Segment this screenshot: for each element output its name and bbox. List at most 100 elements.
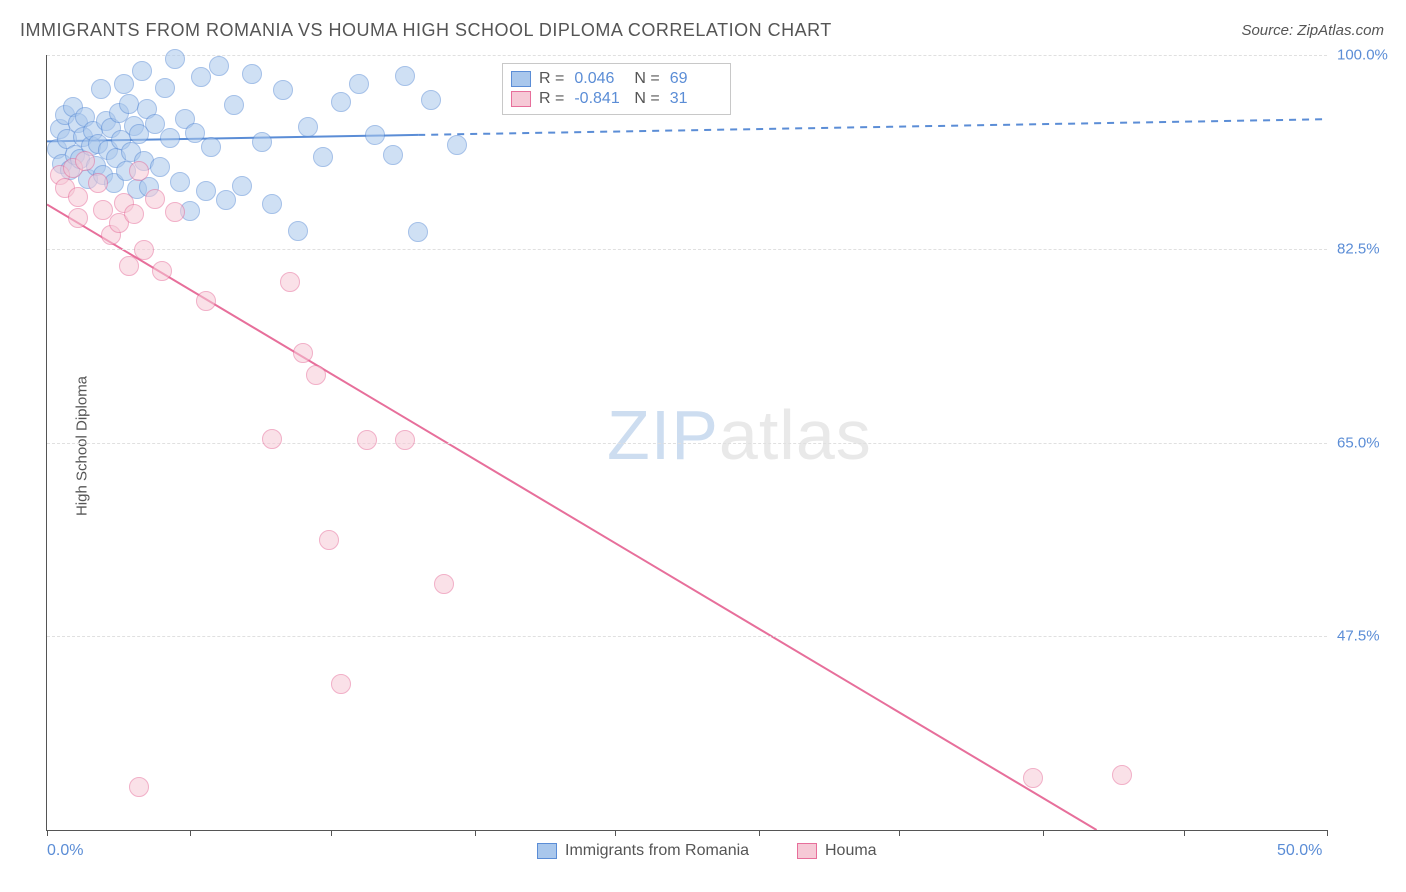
x-tick: [759, 830, 760, 836]
legend-r-label: R =: [539, 90, 564, 108]
data-point-houma: [319, 530, 339, 550]
data-point-romania: [232, 176, 252, 196]
series-legend-label: Houma: [825, 842, 877, 860]
data-point-romania: [349, 74, 369, 94]
legend-r-value: 0.046: [574, 70, 626, 88]
data-point-houma: [119, 256, 139, 276]
data-point-houma: [129, 161, 149, 181]
data-point-houma: [75, 151, 95, 171]
data-point-romania: [165, 49, 185, 69]
legend-r-label: R =: [539, 70, 564, 88]
legend-row-romania: R = 0.046 N = 69: [511, 70, 722, 88]
legend-r-value: -0.841: [574, 90, 626, 108]
trend-line: [418, 119, 1327, 135]
legend-n-value: 31: [670, 90, 722, 108]
data-point-romania: [447, 135, 467, 155]
data-point-romania: [216, 190, 236, 210]
series-legend-romania: Immigrants from Romania: [537, 842, 749, 860]
data-point-houma: [395, 430, 415, 450]
data-point-romania: [201, 137, 221, 157]
data-point-romania: [191, 67, 211, 87]
data-point-romania: [150, 157, 170, 177]
data-point-romania: [114, 74, 134, 94]
data-point-romania: [91, 79, 111, 99]
data-point-romania: [421, 90, 441, 110]
data-point-houma: [88, 173, 108, 193]
data-point-romania: [395, 66, 415, 86]
data-point-romania: [331, 92, 351, 112]
data-point-romania: [119, 94, 139, 114]
y-tick-label: 82.5%: [1337, 240, 1397, 257]
data-point-houma: [1112, 765, 1132, 785]
data-point-romania: [365, 125, 385, 145]
data-point-houma: [152, 261, 172, 281]
data-point-houma: [331, 674, 351, 694]
x-tick-label: 50.0%: [1277, 842, 1322, 860]
gridline: [47, 443, 1327, 444]
data-point-romania: [252, 132, 272, 152]
data-point-romania: [209, 56, 229, 76]
legend-swatch: [797, 843, 817, 859]
data-point-houma: [196, 291, 216, 311]
legend-row-houma: R = -0.841 N = 31: [511, 90, 722, 108]
data-point-romania: [383, 145, 403, 165]
data-point-houma: [262, 429, 282, 449]
x-tick: [615, 830, 616, 836]
x-tick: [1327, 830, 1328, 836]
legend-swatch: [511, 91, 531, 107]
watermark-zip: ZIP: [607, 396, 719, 474]
data-point-houma: [1023, 768, 1043, 788]
data-point-romania: [288, 221, 308, 241]
data-point-romania: [155, 78, 175, 98]
y-tick-label: 65.0%: [1337, 434, 1397, 451]
series-legend-label: Immigrants from Romania: [565, 842, 749, 860]
legend-n-label: N =: [634, 90, 659, 108]
gridline: [47, 249, 1327, 250]
gridline: [47, 55, 1327, 56]
data-point-romania: [196, 181, 216, 201]
y-tick-label: 47.5%: [1337, 628, 1397, 645]
data-point-romania: [242, 64, 262, 84]
data-point-romania: [160, 128, 180, 148]
page-title: IMMIGRANTS FROM ROMANIA VS HOUMA HIGH SC…: [20, 20, 832, 41]
data-point-houma: [68, 208, 88, 228]
x-tick-label: 0.0%: [47, 842, 83, 860]
x-tick: [475, 830, 476, 836]
x-tick: [1184, 830, 1185, 836]
legend-swatch: [511, 71, 531, 87]
legend-n-value: 69: [670, 70, 722, 88]
x-tick: [1043, 830, 1044, 836]
correlation-legend: R = 0.046 N = 69 R = -0.841 N = 31: [502, 63, 731, 115]
series-legend-houma: Houma: [797, 842, 877, 860]
data-point-romania: [224, 95, 244, 115]
legend-swatch: [537, 843, 557, 859]
legend-n-label: N =: [634, 70, 659, 88]
data-point-houma: [134, 240, 154, 260]
source-label: Source: ZipAtlas.com: [1241, 22, 1384, 39]
data-point-romania: [273, 80, 293, 100]
scatter-plot: R =0.046N =69R =-0.841N =31 ZIPatlas 47.…: [46, 55, 1327, 831]
watermark: ZIPatlas: [607, 395, 872, 475]
data-point-houma: [434, 574, 454, 594]
data-point-houma: [68, 187, 88, 207]
data-point-romania: [408, 222, 428, 242]
data-point-romania: [170, 172, 190, 192]
data-point-houma: [165, 202, 185, 222]
data-point-houma: [124, 204, 144, 224]
data-point-romania: [262, 194, 282, 214]
data-point-houma: [357, 430, 377, 450]
x-tick: [47, 830, 48, 836]
data-point-romania: [313, 147, 333, 167]
data-point-houma: [306, 365, 326, 385]
data-point-houma: [280, 272, 300, 292]
x-tick: [899, 830, 900, 836]
data-point-houma: [129, 777, 149, 797]
data-point-romania: [298, 117, 318, 137]
x-tick: [331, 830, 332, 836]
data-point-houma: [293, 343, 313, 363]
data-point-houma: [145, 189, 165, 209]
x-tick: [190, 830, 191, 836]
data-point-romania: [132, 61, 152, 81]
gridline: [47, 636, 1327, 637]
watermark-atlas: atlas: [719, 396, 872, 474]
